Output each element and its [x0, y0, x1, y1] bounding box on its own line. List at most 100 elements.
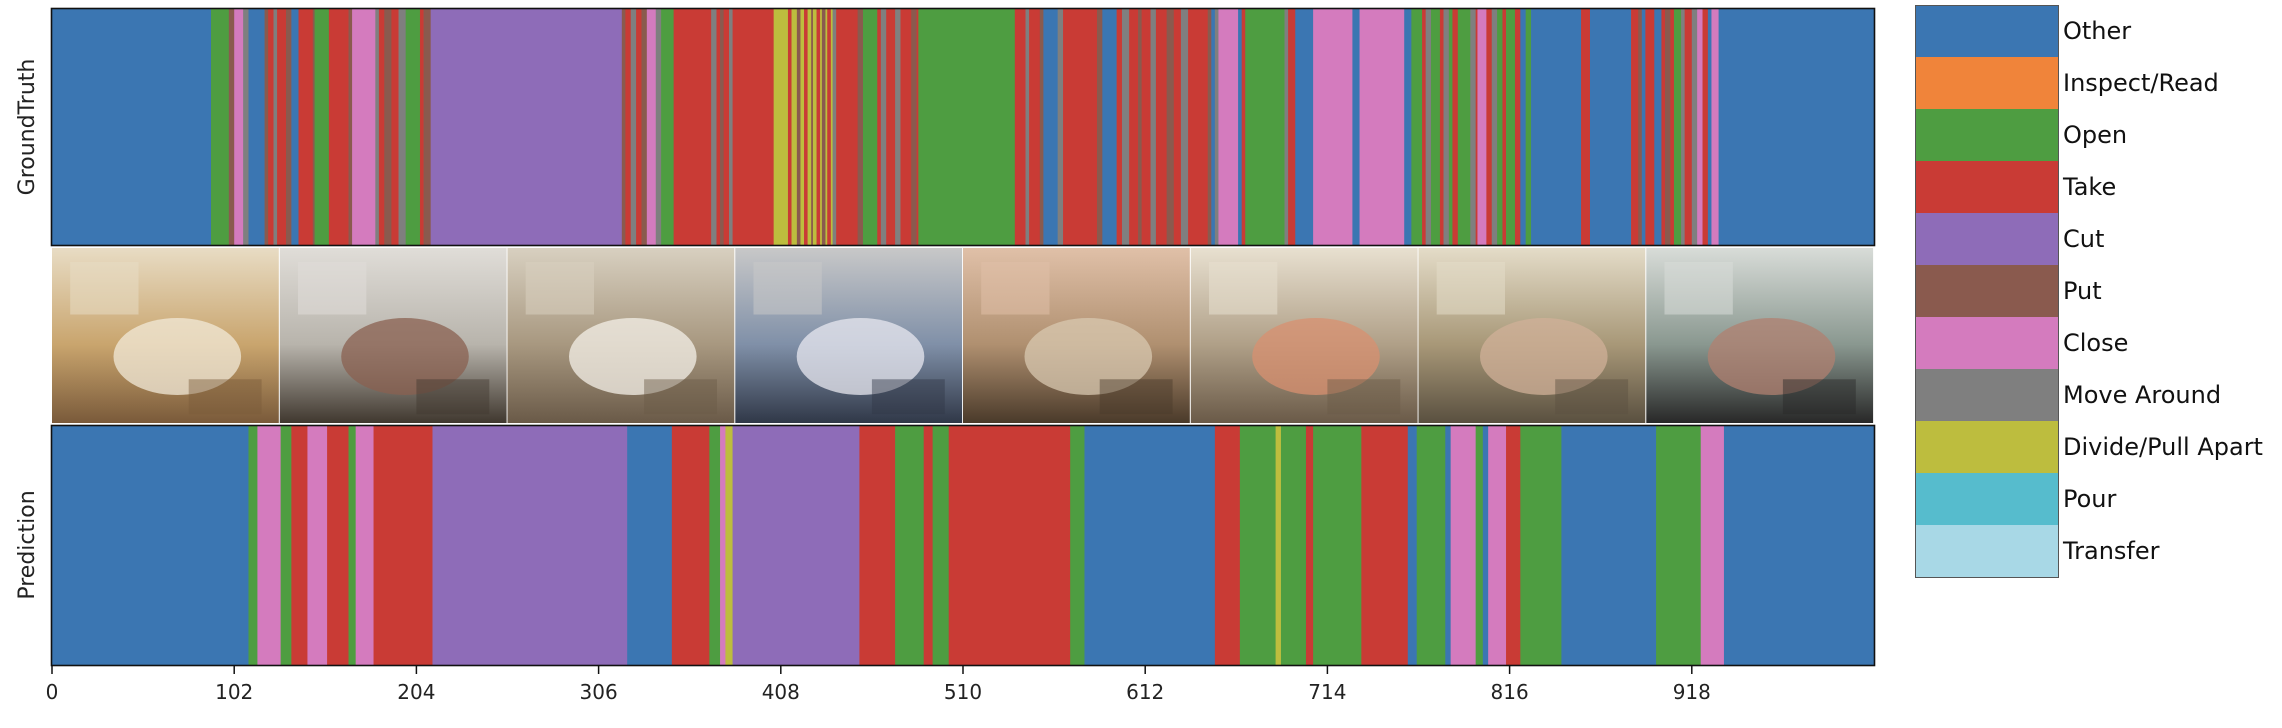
- groundtruth-segment-106: [1425, 9, 1432, 245]
- prediction-segment-40: [1561, 426, 1657, 665]
- groundtruth-segment-95: [1241, 9, 1246, 245]
- groundtruth-segment-68: [916, 9, 919, 245]
- groundtruth-segment-120: [1506, 9, 1516, 245]
- prediction-segment-30: [1361, 426, 1409, 665]
- prediction-segment-37: [1488, 426, 1507, 665]
- groundtruth-segment-75: [1057, 9, 1064, 245]
- groundtruth-segment-116: [1486, 9, 1493, 245]
- video-frame-fridge-bottle: [1646, 248, 1874, 423]
- groundtruth-segment-37: [716, 9, 721, 245]
- video-frame-fridge-open: [279, 248, 507, 423]
- groundtruth-segment-94: [1238, 9, 1243, 245]
- prediction-label: Prediction: [15, 490, 40, 599]
- groundtruth-segment-93: [1218, 9, 1239, 245]
- groundtruth-segment-58: [832, 9, 837, 245]
- prediction-segment-32: [1416, 426, 1446, 665]
- x-tick-label-5: 510: [944, 680, 982, 704]
- groundtruth-segment-38: [720, 9, 725, 245]
- groundtruth-segment-100: [1313, 9, 1353, 245]
- groundtruth-segment-124: [1531, 9, 1582, 245]
- groundtruth-segment-40: [729, 9, 733, 245]
- prediction-segment-20: [932, 426, 950, 665]
- groundtruth-segment-78: [1102, 9, 1118, 245]
- groundtruth-segment-99: [1295, 9, 1314, 245]
- groundtruth-segment-5: [248, 9, 265, 245]
- prediction-segment-10: [432, 426, 628, 665]
- groundtruth-segment-60: [857, 9, 864, 245]
- prediction-segment-35: [1475, 426, 1484, 665]
- legend-swatch-2: [1915, 109, 2058, 161]
- groundtruth-segment-89: [1188, 9, 1209, 245]
- groundtruth-segment-1: [210, 9, 230, 245]
- x-tick-label-2: 204: [397, 680, 435, 704]
- groundtruth-segment-29: [630, 9, 637, 245]
- groundtruth-segment-18: [375, 9, 380, 245]
- groundtruth-segment-117: [1491, 9, 1498, 245]
- groundtruth-segment-32: [646, 9, 657, 245]
- groundtruth-segment-107: [1431, 9, 1441, 245]
- prediction-segment-4: [291, 426, 308, 665]
- legend-swatch-7: [1915, 369, 2058, 421]
- groundtruth-segment-63: [880, 9, 887, 245]
- legend-label-0: Other: [2063, 17, 2131, 45]
- prediction-segment-18: [895, 426, 925, 665]
- groundtruth-segment-122: [1520, 9, 1527, 245]
- prediction-segment-29: [1313, 426, 1362, 665]
- prediction-segment-26: [1275, 426, 1282, 665]
- prediction-segment-9: [373, 426, 433, 665]
- groundtruth-segment-76: [1063, 9, 1098, 245]
- groundtruth-segment-92: [1214, 9, 1219, 245]
- groundtruth-segment-136: [1681, 9, 1686, 245]
- x-tick-label-7: 714: [1308, 680, 1346, 704]
- groundtruth-segment-91: [1211, 9, 1216, 245]
- groundtruth-segment-3: [234, 9, 244, 245]
- prediction-segment-12: [671, 426, 710, 665]
- groundtruth-segment-15: [328, 9, 349, 245]
- groundtruth-segment-7: [268, 9, 274, 245]
- groundtruth-segment-57: [830, 9, 834, 245]
- groundtruth-segment-67: [911, 9, 917, 245]
- groundtruth-segment-19: [378, 9, 385, 245]
- groundtruth-segment-71: [1025, 9, 1030, 245]
- groundtruth-segment-97: [1284, 9, 1289, 245]
- legend-swatch-4: [1915, 213, 2058, 265]
- groundtruth-segment-21: [391, 9, 399, 245]
- groundtruth-segment-131: [1654, 9, 1662, 245]
- groundtruth-label: GroundTruth: [15, 59, 40, 196]
- groundtruth-segment-130: [1645, 9, 1655, 245]
- groundtruth-segment-12: [298, 9, 314, 245]
- groundtruth-segment-72: [1029, 9, 1041, 245]
- groundtruth-bar: [52, 9, 1875, 245]
- frame-strip: [52, 248, 1874, 423]
- prediction-segment-15: [725, 426, 733, 665]
- prediction-segment-17: [859, 426, 896, 665]
- groundtruth-segment-42: [739, 9, 775, 245]
- groundtruth-segment-143: [1718, 9, 1875, 245]
- groundtruth-segment-34: [661, 9, 675, 245]
- groundtruth-segment-138: [1691, 9, 1698, 245]
- legend-swatch-9: [1915, 473, 2058, 525]
- groundtruth-segment-20: [384, 9, 392, 245]
- groundtruth-segment-28: [625, 9, 632, 245]
- groundtruth-segment-61: [862, 9, 878, 245]
- x-tick-label-1: 102: [215, 680, 253, 704]
- legend-label-2: Open: [2063, 121, 2127, 149]
- prediction-segment-25: [1239, 426, 1276, 665]
- groundtruth-segment-11: [291, 9, 299, 245]
- groundtruth-segment-35: [673, 9, 712, 245]
- groundtruth-frame: [50, 7, 1876, 247]
- prediction-segment-11: [627, 426, 673, 665]
- prediction-segment-2: [257, 426, 282, 665]
- groundtruth-segment-111: [1452, 9, 1459, 245]
- groundtruth-segment-96: [1245, 9, 1285, 245]
- video-frame-kitchen-room: [52, 248, 279, 423]
- groundtruth-segment-128: [1638, 9, 1643, 245]
- prediction-segment-36: [1482, 426, 1489, 665]
- groundtruth-segment-36: [711, 9, 717, 245]
- groundtruth-segment-31: [641, 9, 648, 245]
- x-tick-label-3: 306: [580, 680, 618, 704]
- groundtruth-segment-140: [1702, 9, 1709, 245]
- groundtruth-segment-123: [1525, 9, 1532, 245]
- groundtruth-segment-127: [1631, 9, 1639, 245]
- groundtruth-segment-33: [655, 9, 662, 245]
